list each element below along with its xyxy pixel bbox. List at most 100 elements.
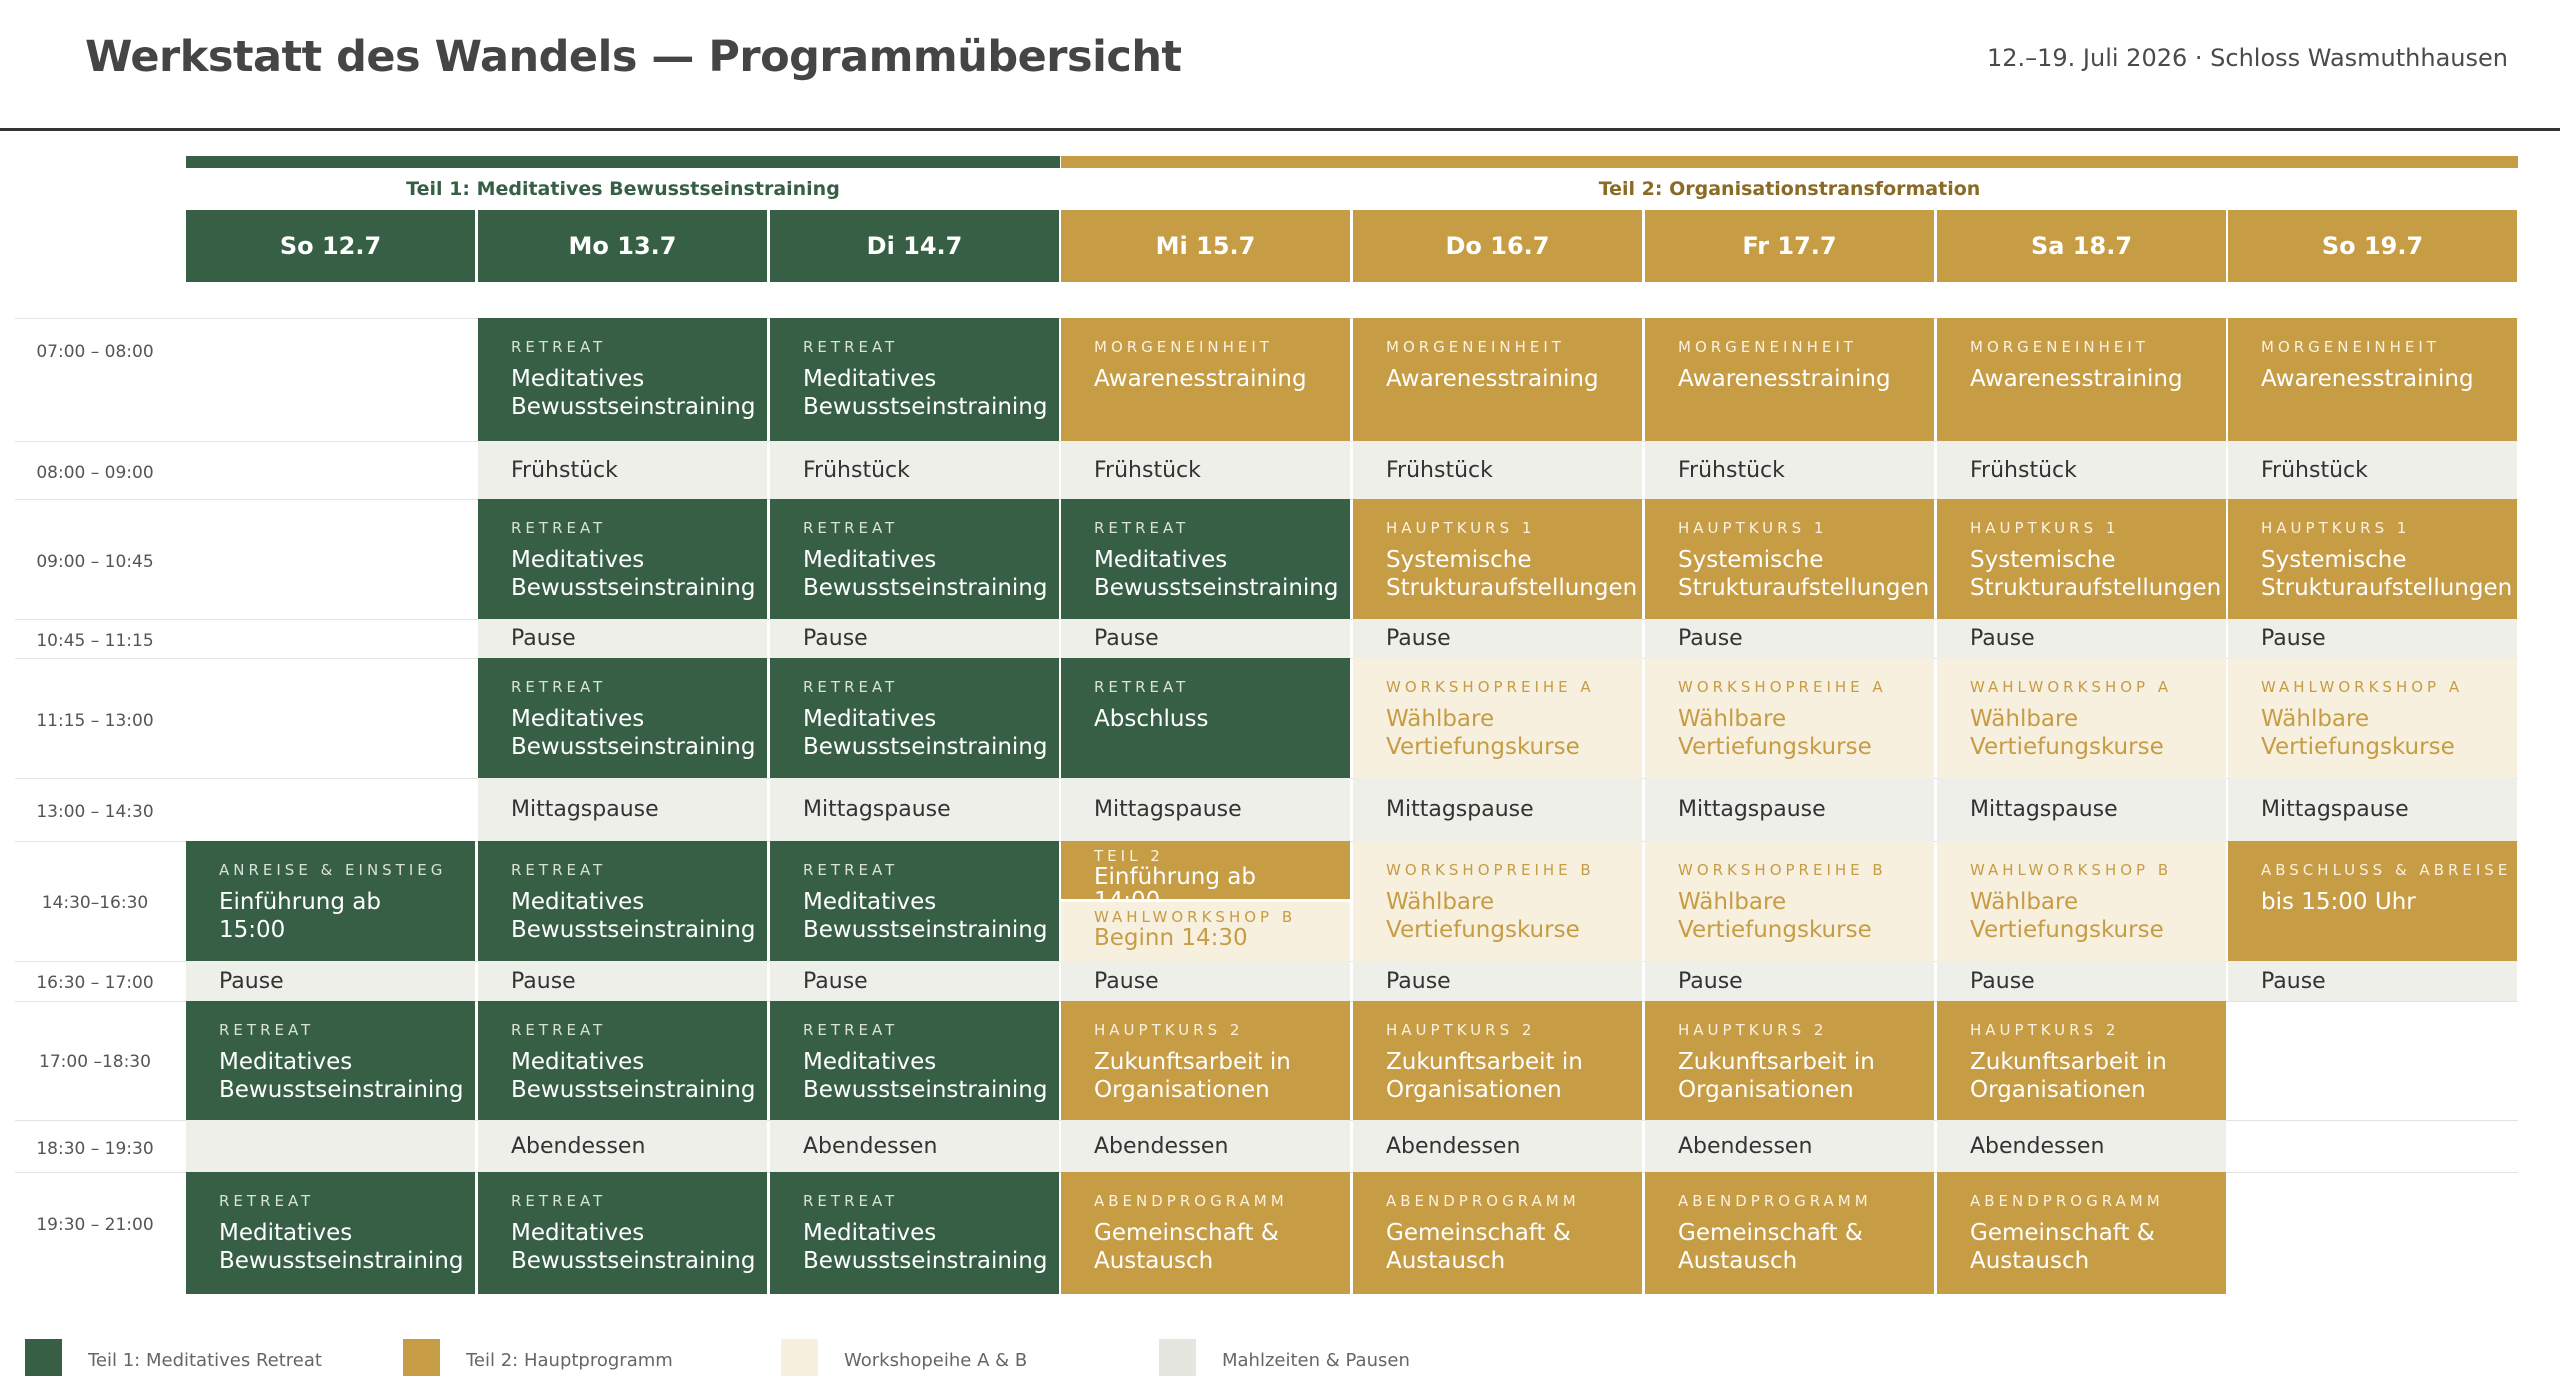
time-slot-label: 18:30 – 19:30 [36,1139,154,1159]
session-cell-pause[interactable]: Pause [186,961,475,1001]
session-cell-meditatives[interactable]: RETREAT Meditatives Bewusstseinstraining [478,841,767,961]
session-cell-pause[interactable]: Pause [770,961,1059,1001]
session-cell-zukunftsarbeit[interactable]: HAUPTKURS 2 Zukunftsarbeit in Organisatio… [1645,1001,1934,1120]
session-title: Zukunftsarbeit in Organisationen [1094,1049,1291,1103]
session-cell-pause[interactable]: Pause [1353,619,1642,658]
session-cell-waehlbare[interactable]: WAHLWORKSHOP A Wählbare Vertiefungskurse [1937,658,2226,778]
session-cell-meditatives[interactable]: RETREAT Meditatives Bewusstseinstraining [186,1172,475,1294]
session-cell-waehlbare[interactable]: WAHLWORKSHOP B Wählbare Vertiefungskurse [1937,841,2226,961]
session-cell-systemische[interactable]: HAUPTKURS 1 Systemische Strukturaufstellu… [1645,499,1934,619]
session-cell-awareness[interactable]: MORGENEINHEIT Awarenesstraining [1937,318,2226,441]
session-cell-beginn[interactable]: WAHLWORKSHOP B Beginn 14:30 [1061,902,1350,961]
session-cell-gemeinschaft[interactable]: ABENDPROGRAMM Gemeinschaft & Austausch [1353,1172,1642,1294]
session-cell-zukunftsarbeit[interactable]: HAUPTKURS 2 Zukunftsarbeit in Organisatio… [1061,1001,1350,1120]
session-cell-abendessen[interactable]: Abendessen [770,1120,1059,1172]
session-cell-waehlbare[interactable]: WORKSHOPREIHE B Wählbare Vertiefungskurse [1353,841,1642,961]
session-category: MORGENEINHEIT [1678,338,1857,356]
session-cell-zukunftsarbeit[interactable]: HAUPTKURS 2 Zukunftsarbeit in Organisatio… [1937,1001,2226,1120]
session-cell-pause[interactable]: Pause [1645,619,1934,658]
session-cell-meditatives[interactable]: RETREAT Meditatives Bewusstseinstraining [478,499,767,619]
session-cell-abschluss[interactable]: RETREAT Abschluss [1061,658,1350,778]
session-cell-pause[interactable]: Pause [1937,961,2226,1001]
session-category: HAUPTKURS 1 [1678,519,1828,537]
session-cell-meditatives[interactable]: RETREAT Meditatives Bewusstseinstraining [770,318,1059,441]
session-cell-pause[interactable]: Pause [770,619,1059,658]
session-cell-abendessen[interactable]: Abendessen [1061,1120,1350,1172]
session-cell-pause[interactable]: Pause [478,619,767,658]
time-slot-label: 08:00 – 09:00 [36,463,154,483]
session-cell-meditatives[interactable]: RETREAT Meditatives Bewusstseinstraining [478,318,767,441]
session-cell-awareness[interactable]: MORGENEINHEIT Awarenesstraining [1353,318,1642,441]
session-cell-meditatives[interactable]: RETREAT Meditatives Bewusstseinstraining [770,841,1059,961]
session-title: Awarenesstraining [1678,366,1891,392]
session-cell-mittagspause[interactable]: Mittagspause [1353,778,1642,841]
session-cell-gemeinschaft[interactable]: ABENDPROGRAMM Gemeinschaft & Austausch [1645,1172,1934,1294]
session-cell-systemische[interactable]: HAUPTKURS 1 Systemische Strukturaufstellu… [1937,499,2226,619]
session-cell-meditatives[interactable]: RETREAT Meditatives Bewusstseinstraining [478,1172,767,1294]
session-cell-meditatives[interactable]: RETREAT Meditatives Bewusstseinstraining [478,1001,767,1120]
session-cell-mittagspause[interactable]: Mittagspause [2228,778,2517,841]
session-cell-pause[interactable]: Pause [1061,619,1350,658]
session-cell-mittagspause[interactable]: Mittagspause [1645,778,1934,841]
session-cell-meditatives[interactable]: RETREAT Meditatives Bewusstseinstraining [478,658,767,778]
session-cell-mittagspause[interactable]: Mittagspause [1937,778,2226,841]
session-cell-pause[interactable]: Pause [1937,619,2226,658]
session-title: Meditatives Bewusstseinstraining [511,889,756,943]
session-category: RETREAT [803,519,899,537]
session-cell-fruehstueck[interactable]: Frühstück [1937,441,2226,499]
session-cell-fruehstueck[interactable]: Frühstück [1353,441,1642,499]
session-cell-abendessen[interactable]: Abendessen [1645,1120,1934,1172]
session-cell-einfuehrung-15[interactable]: ANREISE & EINSTIEG Einführung ab 15:00 [186,841,475,961]
session-cell-waehlbare[interactable]: WORKSHOPREIHE B Wählbare Vertiefungskurse [1645,841,1934,961]
session-cell-bis-15[interactable]: ABSCHLUSS & ABREISE bis 15:00 Uhr [2228,841,2517,961]
session-cell-awareness[interactable]: MORGENEINHEIT Awarenesstraining [1061,318,1350,441]
session-cell-systemische[interactable]: HAUPTKURS 1 Systemische Strukturaufstellu… [2228,499,2517,619]
session-cell-awareness[interactable]: MORGENEINHEIT Awarenesstraining [1645,318,1934,441]
session-title: Meditatives Bewusstseinstraining [511,1220,756,1274]
session-title: Zukunftsarbeit in Organisationen [1386,1049,1583,1103]
session-title: Gemeinschaft & Austausch [1678,1220,1863,1274]
session-cell-abendessen[interactable]: Abendessen [1937,1120,2226,1172]
day-header-2: Mo 13.7 [478,210,767,282]
session-cell-pause[interactable]: Pause [2228,961,2517,1001]
session-cell-gemeinschaft[interactable]: ABENDPROGRAMM Gemeinschaft & Austausch [1937,1172,2226,1294]
day-header-5: Do 16.7 [1353,210,1642,282]
session-cell-meditatives[interactable]: RETREAT Meditatives Bewusstseinstraining [770,1001,1059,1120]
session-label: Frühstück [511,457,618,483]
session-cell-pause[interactable]: Pause [1645,961,1934,1001]
session-cell-mittagspause[interactable]: Mittagspause [1061,778,1350,841]
session-cell-fruehstueck[interactable]: Frühstück [770,441,1059,499]
session-label: Mittagspause [1386,797,1534,822]
session-cell-waehlbare[interactable]: WORKSHOPREIHE A Wählbare Vertiefungskurse [1645,658,1934,778]
session-cell-pause[interactable]: Pause [478,961,767,1001]
session-category: WORKSHOPREIHE A [1678,678,1887,696]
session-cell-gemeinschaft[interactable]: ABENDPROGRAMM Gemeinschaft & Austausch [1061,1172,1350,1294]
session-title: Einführung ab 15:00 [219,889,381,943]
session-cell-mittagspause[interactable]: Mittagspause [478,778,767,841]
session-title: Wählbare Vertiefungskurse [1678,889,1872,943]
session-cell-zukunftsarbeit[interactable]: HAUPTKURS 2 Zukunftsarbeit in Organisatio… [1353,1001,1642,1120]
session-title: Meditatives Bewusstseinstraining [511,366,756,420]
session-cell-fruehstueck[interactable]: Frühstück [2228,441,2517,499]
session-cell-systemische[interactable]: HAUPTKURS 1 Systemische Strukturaufstellu… [1353,499,1642,619]
session-cell-pause[interactable]: Pause [1061,961,1350,1001]
session-cell-meditatives[interactable]: RETREAT Meditatives Bewusstseinstraining [770,658,1059,778]
session-cell-mittagspause[interactable]: Mittagspause [770,778,1059,841]
session-cell-fruehstueck[interactable]: Frühstück [478,441,767,499]
session-cell-abendessen[interactable]: Abendessen [1353,1120,1642,1172]
session-cell-pause[interactable]: Pause [1353,961,1642,1001]
session-cell-waehlbare[interactable]: WAHLWORKSHOP A Wählbare Vertiefungskurse [2228,658,2517,778]
session-cell-fruehstueck[interactable]: Frühstück [1645,441,1934,499]
session-cell-empty[interactable] [186,1120,475,1172]
session-cell-fruehstueck[interactable]: Frühstück [1061,441,1350,499]
session-cell-meditatives[interactable]: RETREAT Meditatives Bewusstseinstraining [770,1172,1059,1294]
session-cell-meditatives[interactable]: RETREAT Meditatives Bewusstseinstraining [186,1001,475,1120]
session-cell-meditatives[interactable]: RETREAT Meditatives Bewusstseinstraining [770,499,1059,619]
session-cell-meditatives[interactable]: RETREAT Meditatives Bewusstseinstraining [1061,499,1350,619]
session-category: RETREAT [511,1021,607,1039]
session-cell-abendessen[interactable]: Abendessen [478,1120,767,1172]
session-cell-awareness[interactable]: MORGENEINHEIT Awarenesstraining [2228,318,2517,441]
session-cell-pause[interactable]: Pause [2228,619,2517,658]
session-cell-waehlbare[interactable]: WORKSHOPREIHE A Wählbare Vertiefungskurse [1353,658,1642,778]
